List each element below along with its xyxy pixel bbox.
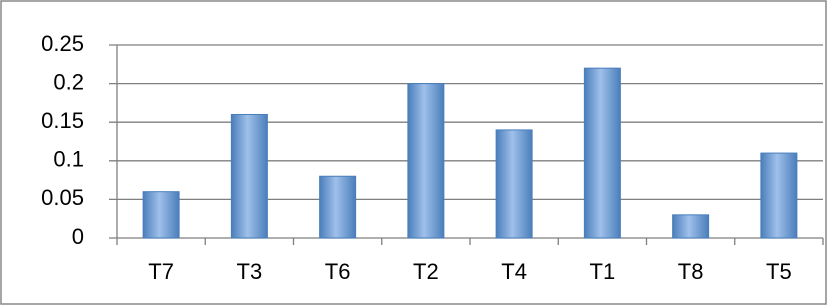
x-tick-label: T2 [413,259,439,284]
y-tick-label: 0.25 [41,31,84,56]
y-tick-label: 0.15 [41,108,84,133]
x-tick-label: T8 [678,259,704,284]
bar [320,176,356,238]
bar [761,153,797,238]
bar [496,130,532,238]
y-tick-label: 0.1 [53,147,84,172]
bar [408,84,444,238]
x-tick-label: T5 [766,259,792,284]
x-tick-label: T3 [237,259,263,284]
bar [231,114,267,238]
bar [584,68,620,238]
x-tick-label: T6 [325,259,351,284]
bar [143,192,179,238]
y-tick-label: 0 [72,224,84,249]
x-tick-label: T4 [501,259,527,284]
chart: 0 0.05 0.1 0.15 0.2 0.25 T7 T3 T6 T2 T4 T1 T8 T5 [0,0,827,305]
x-tick-label: T7 [148,259,174,284]
bar [673,215,709,238]
y-tick-label: 0.05 [41,185,84,210]
x-tick-label: T1 [590,259,616,284]
y-tick-label: 0.2 [53,69,84,94]
